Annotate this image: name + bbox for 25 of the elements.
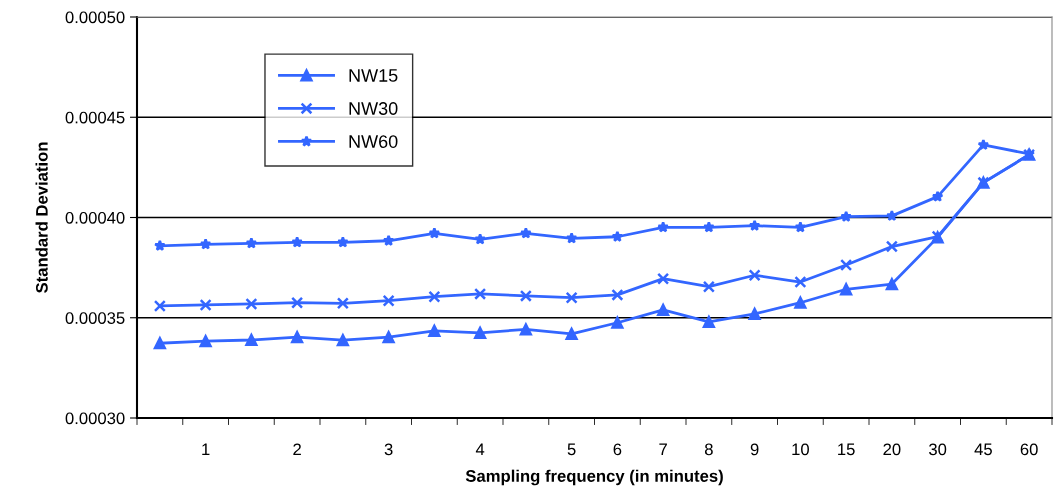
- x-tick-label: 45: [974, 443, 992, 456]
- x-tick-label: 30: [928, 443, 947, 456]
- x-tick-label: 1: [202, 443, 210, 456]
- x-tick-label: 6: [613, 443, 622, 456]
- y-tick-label: 0.00035: [65, 312, 125, 324]
- x-tick-label: 5: [567, 443, 576, 456]
- legend-label: NW30: [349, 102, 398, 115]
- legend-label: NW60: [349, 135, 398, 148]
- x-tick-label: 4: [475, 443, 485, 456]
- x-tick-label: 20: [883, 443, 901, 456]
- x-tick-label: 8: [704, 443, 713, 456]
- x-tick-label: 3: [384, 443, 393, 456]
- x-tick-label: 7: [659, 443, 667, 456]
- x-tick-label: 60: [1020, 443, 1038, 456]
- x-tick-label: 10: [792, 443, 809, 456]
- y-tick-label: 0.00045: [65, 111, 125, 124]
- x-tick-label: 9: [750, 443, 759, 456]
- x-tick-label: 2: [293, 443, 301, 456]
- y-tick-label: 0.00030: [65, 412, 125, 425]
- x-tick-label: 15: [838, 443, 855, 456]
- y-axis-title: Standard Deviation: [35, 142, 48, 293]
- legend-label: NW15: [349, 69, 398, 82]
- y-tick-label: 0.00050: [65, 11, 125, 24]
- x-axis-title: Sampling frequency (in minutes): [465, 469, 723, 486]
- y-tick-label: 0.00040: [65, 211, 125, 224]
